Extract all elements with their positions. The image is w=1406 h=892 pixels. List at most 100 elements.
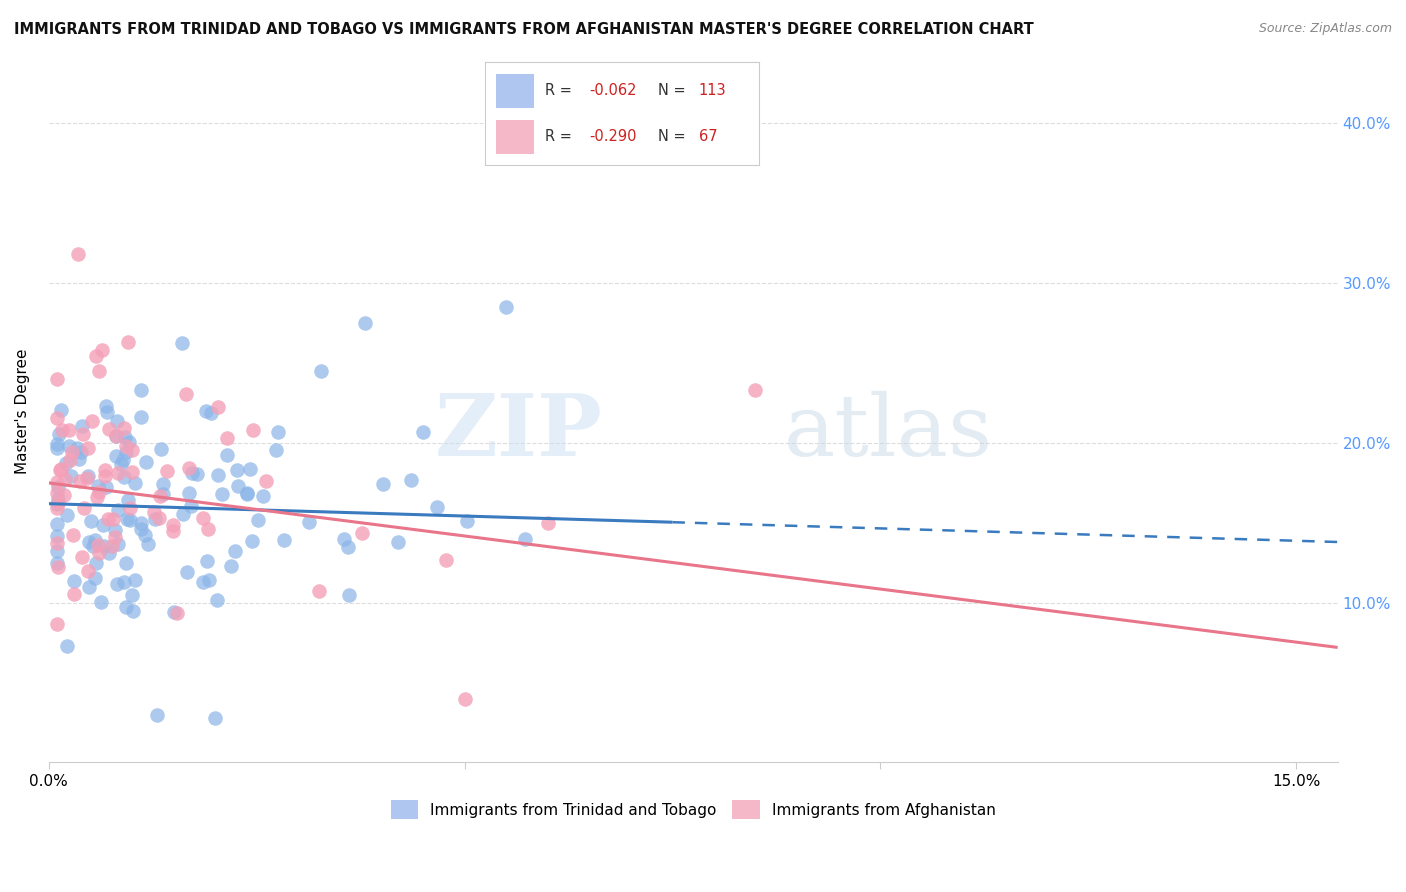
Point	[104, 530, 127, 544]
Point	[104, 523, 127, 537]
Point	[72, 427, 94, 442]
Point	[267, 425, 290, 439]
Point	[495, 300, 517, 314]
Point	[426, 500, 449, 514]
Point	[337, 588, 360, 602]
Legend: Immigrants from Trinidad and Tobago, Immigrants from Afghanistan: Immigrants from Trinidad and Tobago, Imm…	[385, 794, 1002, 825]
Point	[97, 511, 120, 525]
Point	[59, 453, 82, 467]
Point	[86, 479, 108, 493]
Text: N =: N =	[658, 83, 690, 98]
Bar	[496, 120, 534, 153]
Point	[513, 532, 536, 546]
Point	[46, 560, 69, 574]
Point	[226, 479, 249, 493]
Point	[46, 491, 69, 506]
Point	[143, 505, 166, 519]
Point	[246, 513, 269, 527]
Text: R =: R =	[546, 129, 576, 145]
Text: IMMIGRANTS FROM TRINIDAD AND TOBAGO VS IMMIGRANTS FROM AFGHANISTAN MASTER'S DEGR: IMMIGRANTS FROM TRINIDAD AND TOBAGO VS I…	[14, 22, 1033, 37]
Point	[86, 491, 108, 505]
Point	[264, 442, 287, 457]
Point	[148, 511, 170, 525]
Point	[66, 442, 89, 456]
Point	[121, 443, 143, 458]
Point	[91, 517, 114, 532]
Point	[104, 429, 127, 443]
Point	[58, 440, 80, 454]
Point	[215, 448, 238, 462]
Point	[46, 371, 69, 385]
Point	[76, 468, 98, 483]
Point	[118, 513, 141, 527]
Point	[46, 411, 69, 425]
Point	[46, 536, 69, 550]
Point	[55, 456, 77, 470]
Point	[336, 540, 359, 554]
Point	[46, 441, 69, 455]
Point	[46, 497, 69, 511]
Point	[129, 522, 152, 536]
Point	[83, 533, 105, 548]
Point	[179, 461, 201, 475]
Point	[49, 403, 72, 417]
Point	[129, 516, 152, 531]
Point	[46, 543, 69, 558]
Point	[120, 501, 142, 516]
Point	[456, 514, 478, 528]
Point	[121, 465, 143, 479]
Point	[93, 539, 115, 553]
Point	[70, 445, 93, 459]
Point	[181, 466, 204, 480]
Point	[152, 486, 174, 500]
Text: R =: R =	[546, 83, 576, 98]
Point	[134, 527, 156, 541]
Point	[121, 588, 143, 602]
Point	[122, 604, 145, 618]
Point	[55, 508, 77, 522]
Point	[46, 480, 69, 494]
Point	[51, 423, 73, 437]
Point	[143, 512, 166, 526]
Point	[135, 455, 157, 469]
Text: 67: 67	[699, 129, 717, 145]
Point	[67, 451, 90, 466]
Point	[114, 430, 136, 444]
Text: -0.062: -0.062	[589, 83, 637, 98]
Point	[94, 480, 117, 494]
Point	[149, 442, 172, 457]
Point	[186, 467, 208, 481]
Point	[56, 640, 79, 654]
Point	[180, 499, 202, 513]
Point	[62, 574, 84, 588]
Point	[207, 467, 229, 482]
Y-axis label: Master's Degree: Master's Degree	[15, 348, 30, 474]
Point	[124, 573, 146, 587]
Point	[46, 437, 69, 451]
Point	[46, 557, 69, 571]
Point	[77, 580, 100, 594]
Bar	[496, 74, 534, 108]
Point	[224, 543, 246, 558]
Point	[115, 445, 138, 459]
Point	[117, 492, 139, 507]
Point	[200, 406, 222, 420]
Point	[353, 316, 375, 330]
Point	[51, 461, 73, 475]
Point	[107, 537, 129, 551]
Point	[90, 595, 112, 609]
Point	[172, 335, 194, 350]
Text: ZIP: ZIP	[436, 390, 603, 475]
Point	[87, 538, 110, 552]
Point	[80, 514, 103, 528]
Point	[69, 474, 91, 488]
Point	[107, 502, 129, 516]
Point	[162, 524, 184, 539]
Point	[197, 522, 219, 536]
Point	[87, 546, 110, 560]
Point	[70, 419, 93, 434]
Point	[114, 600, 136, 615]
Point	[387, 535, 409, 549]
Point	[77, 564, 100, 578]
Point	[221, 558, 243, 573]
